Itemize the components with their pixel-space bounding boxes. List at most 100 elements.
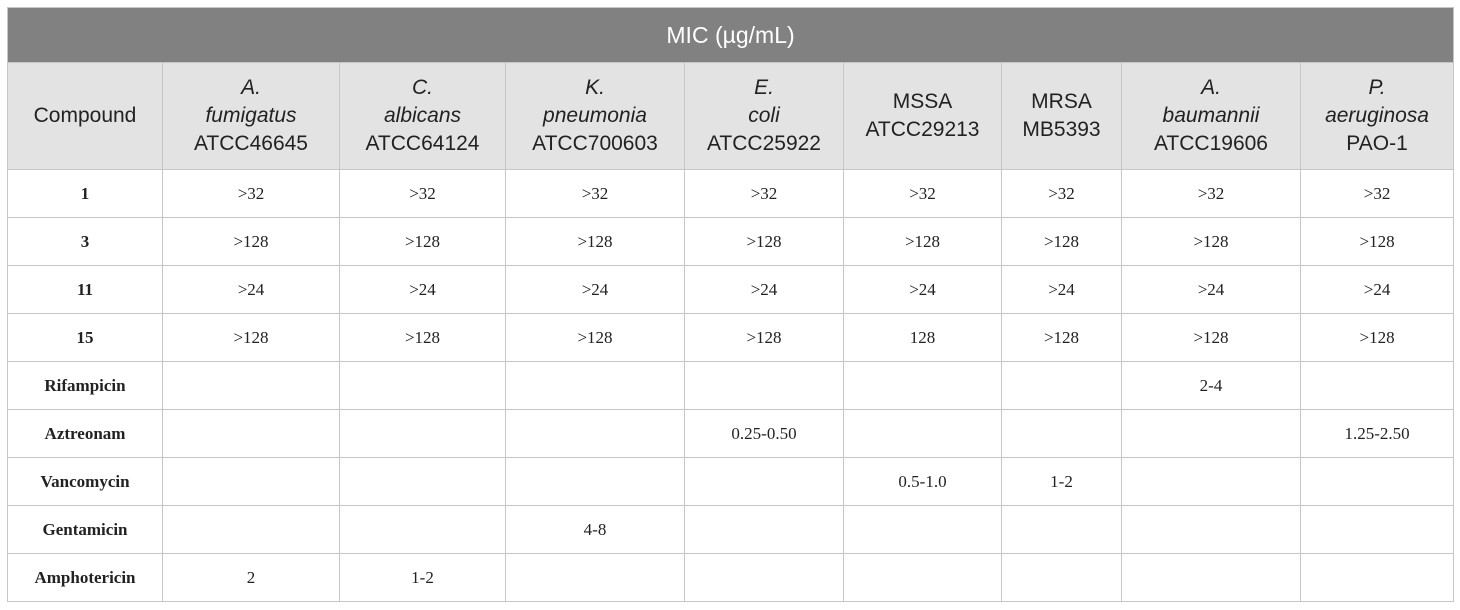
- mic-table: MIC (µg/mL) Compound A. fumigatus ATCC4664…: [6, 7, 1455, 602]
- mic-value-cell: [1299, 361, 1455, 410]
- organism-column-header: P. aeruginosa PAO-1: [1299, 62, 1455, 170]
- mic-value-cell: >128: [339, 313, 506, 362]
- compound-name-cell: 3: [7, 217, 163, 266]
- mic-value-cell: [684, 361, 844, 410]
- species-name: aeruginosa: [1325, 104, 1429, 127]
- mic-value-cell: [505, 361, 685, 410]
- mic-value-cell: [1299, 505, 1455, 554]
- mic-value-cell: [505, 409, 685, 458]
- species-name: C.: [412, 76, 433, 99]
- species-name: coli: [748, 104, 780, 127]
- mic-value-cell: [684, 553, 844, 602]
- mic-value-cell: >128: [339, 217, 506, 266]
- organism-column-header: MRSA MB5393: [1001, 62, 1122, 170]
- compound-name-cell: Vancomycin: [7, 457, 163, 506]
- organism-column-header: E. coli ATCC25922: [684, 62, 844, 170]
- mic-value-cell: [162, 409, 340, 458]
- table-row: Vancomycin 0.5-1.0 1-2: [7, 457, 1455, 506]
- table-row: 15 >128 >128 >128 >128 128 >128 >128 >128: [7, 313, 1455, 362]
- mic-value-cell: [1001, 553, 1122, 602]
- table-row: Aztreonam 0.25-0.50 1.25-2.50: [7, 409, 1455, 458]
- organism-column-header: A. baumannii ATCC19606: [1121, 62, 1301, 170]
- compound-name-cell: Gentamicin: [7, 505, 163, 554]
- compound-name-cell: Amphotericin: [7, 553, 163, 602]
- table-body: 1 >32 >32 >32 >32 >32 >32 >32 >32 3 >128 >128 >128 >1…: [7, 169, 1455, 602]
- mic-value-cell: >24: [1001, 265, 1122, 314]
- mic-value-cell: >128: [684, 313, 844, 362]
- mic-value-cell: [1001, 505, 1122, 554]
- compound-name-cell: 15: [7, 313, 163, 362]
- mic-value-cell: >32: [843, 169, 1002, 218]
- species-name: fumigatus: [205, 104, 297, 127]
- strain-name: ATCC25922: [706, 132, 821, 155]
- mic-value-cell: [162, 505, 340, 554]
- compound-name-cell: Rifampicin: [7, 361, 163, 410]
- table-row: 1 >32 >32 >32 >32 >32 >32 >32 >32: [7, 169, 1455, 218]
- table-row: Rifampicin 2-4: [7, 361, 1455, 410]
- strain-name: PAO-1: [1346, 132, 1408, 155]
- mic-value-cell: [505, 457, 685, 506]
- mic-value-cell: >32: [1001, 169, 1122, 218]
- compound-name-cell: Aztreonam: [7, 409, 163, 458]
- mic-value-cell: >128: [505, 217, 685, 266]
- mic-value-cell: >128: [1299, 217, 1455, 266]
- mic-value-cell: 1-2: [339, 553, 506, 602]
- mic-value-cell: 0.5-1.0: [843, 457, 1002, 506]
- strain-name: ATCC700603: [532, 132, 658, 155]
- mic-value-cell: 1-2: [1001, 457, 1122, 506]
- mic-value-cell: [1121, 409, 1301, 458]
- species-name: A.: [241, 76, 261, 99]
- mic-value-cell: [339, 361, 506, 410]
- mic-value-cell: 128: [843, 313, 1002, 362]
- species-name: E.: [754, 76, 774, 99]
- mic-table-container: MIC (µg/mL) Compound A. fumigatus ATCC4664…: [6, 7, 1455, 602]
- mic-value-cell: >32: [339, 169, 506, 218]
- mic-value-cell: [684, 457, 844, 506]
- strain-name: MSSA ATCC29213: [865, 90, 980, 141]
- mic-value-cell: >128: [1001, 217, 1122, 266]
- mic-value-cell: [1299, 457, 1455, 506]
- organism-column-header: A. fumigatus ATCC46645: [162, 62, 340, 170]
- mic-value-cell: >128: [1001, 313, 1122, 362]
- mic-value-cell: >24: [684, 265, 844, 314]
- mic-value-cell: [162, 457, 340, 506]
- mic-value-cell: >32: [1299, 169, 1455, 218]
- mic-value-cell: >128: [162, 313, 340, 362]
- mic-value-cell: [1121, 505, 1301, 554]
- mic-value-cell: [843, 505, 1002, 554]
- species-name: baumannii: [1162, 104, 1260, 127]
- mic-value-cell: 4-8: [505, 505, 685, 554]
- mic-value-cell: >128: [1121, 217, 1301, 266]
- organism-column-header: K. pneumonia ATCC700603: [505, 62, 685, 170]
- mic-value-cell: [1121, 457, 1301, 506]
- mic-value-cell: 1.25-2.50: [1299, 409, 1455, 458]
- strain-name: MRSA MB5393: [1022, 90, 1101, 141]
- mic-value-cell: >24: [505, 265, 685, 314]
- species-name: pneumonia: [543, 104, 647, 127]
- mic-value-cell: [1299, 553, 1455, 602]
- mic-value-cell: >128: [1121, 313, 1301, 362]
- mic-value-cell: >128: [505, 313, 685, 362]
- compound-name-cell: 1: [7, 169, 163, 218]
- organism-column-header: C. albicans ATCC64124: [339, 62, 506, 170]
- mic-value-cell: >128: [162, 217, 340, 266]
- mic-value-cell: >24: [843, 265, 1002, 314]
- mic-value-cell: [843, 361, 1002, 410]
- mic-value-cell: >24: [162, 265, 340, 314]
- mic-value-cell: [339, 457, 506, 506]
- compound-column-header: Compound: [7, 62, 163, 170]
- mic-value-cell: >32: [505, 169, 685, 218]
- mic-value-cell: >128: [1299, 313, 1455, 362]
- mic-value-cell: [339, 505, 506, 554]
- mic-value-cell: [684, 505, 844, 554]
- mic-value-cell: [843, 409, 1002, 458]
- mic-value-cell: [1001, 361, 1122, 410]
- mic-value-cell: [1001, 409, 1122, 458]
- compound-name-cell: 11: [7, 265, 163, 314]
- mic-value-cell: 0.25-0.50: [684, 409, 844, 458]
- table-title: MIC (µg/mL): [6, 7, 1455, 63]
- mic-value-cell: >32: [162, 169, 340, 218]
- mic-value-cell: [339, 409, 506, 458]
- organism-column-header: MSSA ATCC29213: [843, 62, 1002, 170]
- table-row: 3 >128 >128 >128 >128 >128 >128 >128 >128: [7, 217, 1455, 266]
